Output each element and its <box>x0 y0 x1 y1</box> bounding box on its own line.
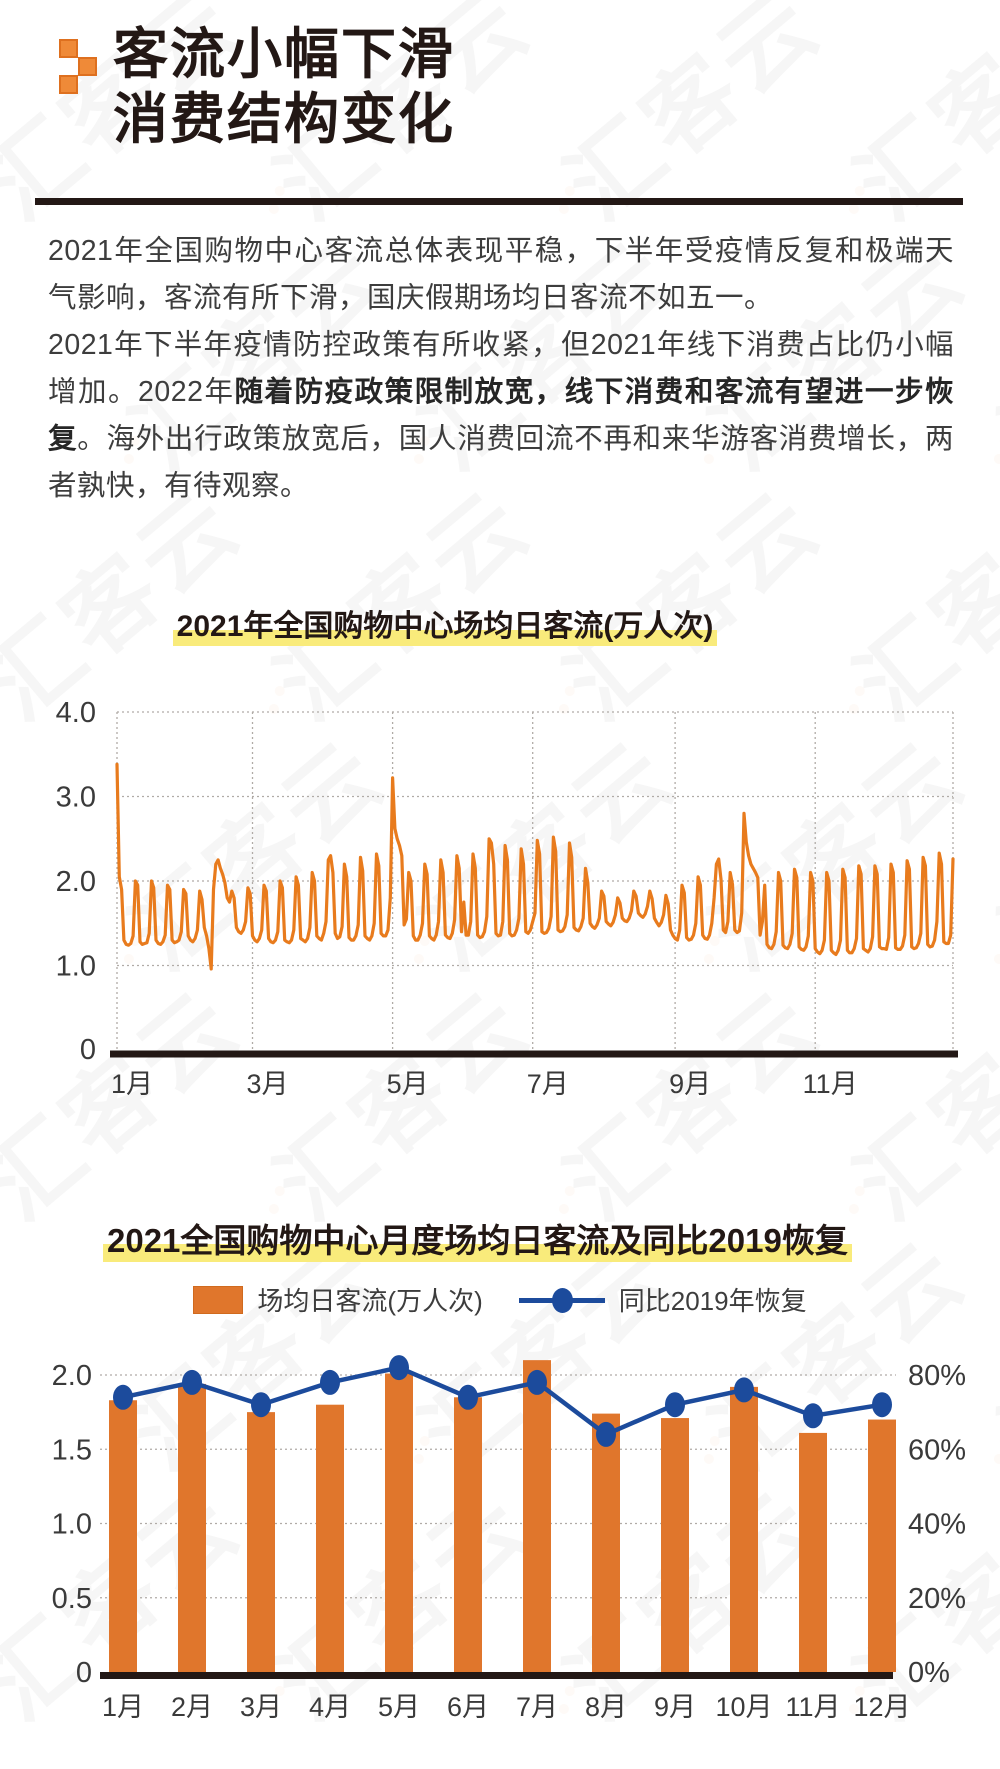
recovery-dot <box>872 1392 892 1418</box>
paragraph-1: 2021年全国购物中心客流总体表现平稳，下半年受疫情反复和极端天气影响，客流有所… <box>48 235 954 314</box>
traffic-bar <box>247 1412 275 1672</box>
x-tick-label: 7月 <box>516 1692 558 1722</box>
left-tick-label: 2.0 <box>52 1360 92 1392</box>
traffic-bar <box>799 1432 827 1672</box>
traffic-bars <box>109 1360 896 1672</box>
recovery-dot <box>389 1355 409 1381</box>
chart-legend: 场均日客流(万人次) 同比2019年恢复 <box>0 1281 1000 1318</box>
y-tick-label: 2.0 <box>56 866 96 898</box>
legend-item-line: 同比2019年恢复 <box>518 1281 807 1318</box>
x-tick-label: 4月 <box>309 1692 351 1722</box>
x-tick-label: 10月 <box>715 1692 772 1722</box>
recovery-dot <box>665 1392 685 1418</box>
x-tick-label: 8月 <box>585 1692 627 1722</box>
traffic-bar <box>523 1360 551 1672</box>
x-tick-label: 1月 <box>111 1069 153 1099</box>
recovery-dots <box>113 1355 892 1447</box>
x-tick-label: 9月 <box>654 1692 696 1722</box>
recovery-dot <box>458 1384 478 1410</box>
bar-series-swatch <box>193 1285 244 1314</box>
x-tick-label: 11月 <box>803 1069 858 1099</box>
watermark-text: 汇客云 <box>949 203 1000 509</box>
recovery-dot <box>182 1369 202 1395</box>
traffic-bar <box>178 1383 206 1672</box>
daily-traffic-line-chart: 4.0 3.0 2.0 1.0 0 1月 3月 5月 7月 9月 11月 <box>56 697 958 1099</box>
y-tick-label: 1.0 <box>56 951 96 983</box>
page-title-line2: 消费结构变化 <box>113 88 456 150</box>
recovery-dot <box>113 1384 133 1410</box>
x-tick-label: 3月 <box>246 1069 288 1099</box>
step-squares-icon <box>59 39 97 95</box>
x-axis-labels: 1月 3月 5月 7月 9月 11月 <box>111 1069 858 1099</box>
left-tick-label: 0.5 <box>52 1583 92 1615</box>
bar-series-label: 场均日客流(万人次) <box>257 1286 483 1316</box>
x-tick-label: 1月 <box>102 1692 144 1722</box>
recovery-dot <box>803 1403 823 1429</box>
x-tick-label: 12月 <box>853 1692 910 1722</box>
page-title-line1: 客流小幅下滑 <box>113 23 456 85</box>
left-axis-labels: 2.0 1.5 1.0 0.5 0 <box>52 1360 92 1689</box>
left-tick-label: 1.0 <box>52 1509 92 1541</box>
traffic-bar <box>868 1419 896 1672</box>
x-axis-labels: 1月 2月 3月 4月 5月 6月 7月 8月 9月 10月 11月 12月 <box>102 1692 911 1722</box>
x-tick-label: 11月 <box>785 1692 840 1722</box>
watermark-text: 汇客云 <box>838 0 1000 239</box>
recovery-dot <box>251 1392 271 1418</box>
intro-paragraphs: 2021年全国购物中心客流总体表现平稳，下半年受疫情反复和极端天气影响，客流有所… <box>48 228 954 510</box>
line-series-swatch <box>518 1287 605 1313</box>
x-tick-label: 5月 <box>387 1069 429 1099</box>
x-tick-label: 6月 <box>447 1692 489 1722</box>
recovery-dot <box>734 1377 754 1403</box>
paragraph-2-normal-end: 。海外出行政策放宽后，国人消费回流不再和来华游客消费增长，两者孰快，有待观察。 <box>48 423 954 502</box>
traffic-bar <box>730 1386 758 1672</box>
paragraph-2-bold: 随着防疫政策限制放宽，线下消费和客流有望进一步恢复 <box>48 376 954 455</box>
right-tick-label: 40% <box>908 1509 966 1541</box>
recovery-dot <box>320 1369 340 1395</box>
left-tick-label: 1.5 <box>52 1434 92 1466</box>
page-title: 客流小幅下滑 消费结构变化 <box>113 22 455 152</box>
recovery-line <box>122 1365 883 1437</box>
recovery-dot <box>527 1369 547 1395</box>
line-series-label: 同比2019年恢复 <box>618 1286 807 1316</box>
daily-traffic-chart-title: 2021年全国购物中心场均日客流(万人次) <box>0 601 890 646</box>
paragraph-2: 2021年下半年疫情防控政策有所收紧，但2021年线下消费占比仍小幅增加。202… <box>48 322 954 510</box>
y-tick-label: 0 <box>80 1034 96 1066</box>
left-tick-label: 0 <box>76 1657 92 1689</box>
traffic-bar <box>316 1404 344 1672</box>
traffic-bar <box>109 1400 137 1672</box>
traffic-bar <box>592 1413 620 1672</box>
right-tick-label: 80% <box>908 1360 966 1392</box>
header-divider <box>35 198 963 205</box>
x-tick-label: 2月 <box>171 1692 213 1722</box>
monthly-combo-chart: 2.0 1.5 1.0 0.5 0 80% 60% 40% 20% 0% 1月 2月 3月 4月 5月 6月 7… <box>52 1355 966 1722</box>
y-axis-labels: 4.0 3.0 2.0 1.0 0 <box>56 697 96 1066</box>
traffic-bar <box>661 1418 689 1672</box>
monthly-combo-chart-title: 2021全国购物中心月度场均日客流及同比2019恢复 <box>103 1214 852 1262</box>
traffic-bar <box>385 1373 413 1672</box>
daily-traffic-line <box>115 762 955 971</box>
x-tick-label: 5月 <box>378 1692 420 1722</box>
recovery-dot <box>596 1421 616 1447</box>
y-tick-label: 4.0 <box>56 697 96 729</box>
x-tick-label: 7月 <box>527 1069 569 1099</box>
right-tick-label: 60% <box>908 1434 966 1466</box>
x-tick-label: 9月 <box>669 1069 711 1099</box>
right-axis-labels: 80% 60% 40% 20% 0% <box>908 1360 966 1689</box>
gridlines <box>100 1374 896 1599</box>
x-tick-label: 3月 <box>240 1692 282 1722</box>
traffic-bar <box>454 1397 482 1672</box>
right-tick-label: 20% <box>908 1583 966 1615</box>
watermark-text: 汇客云 <box>548 0 840 239</box>
y-tick-label: 3.0 <box>56 782 96 814</box>
right-tick-label: 0% <box>908 1657 950 1689</box>
paragraph-2-normal-start: 2021年下半年疫情防控政策有所收紧，但2021年线下消费占比仍小幅增加。202… <box>48 329 954 408</box>
legend-item-bar: 场均日客流(万人次) <box>193 1281 483 1318</box>
